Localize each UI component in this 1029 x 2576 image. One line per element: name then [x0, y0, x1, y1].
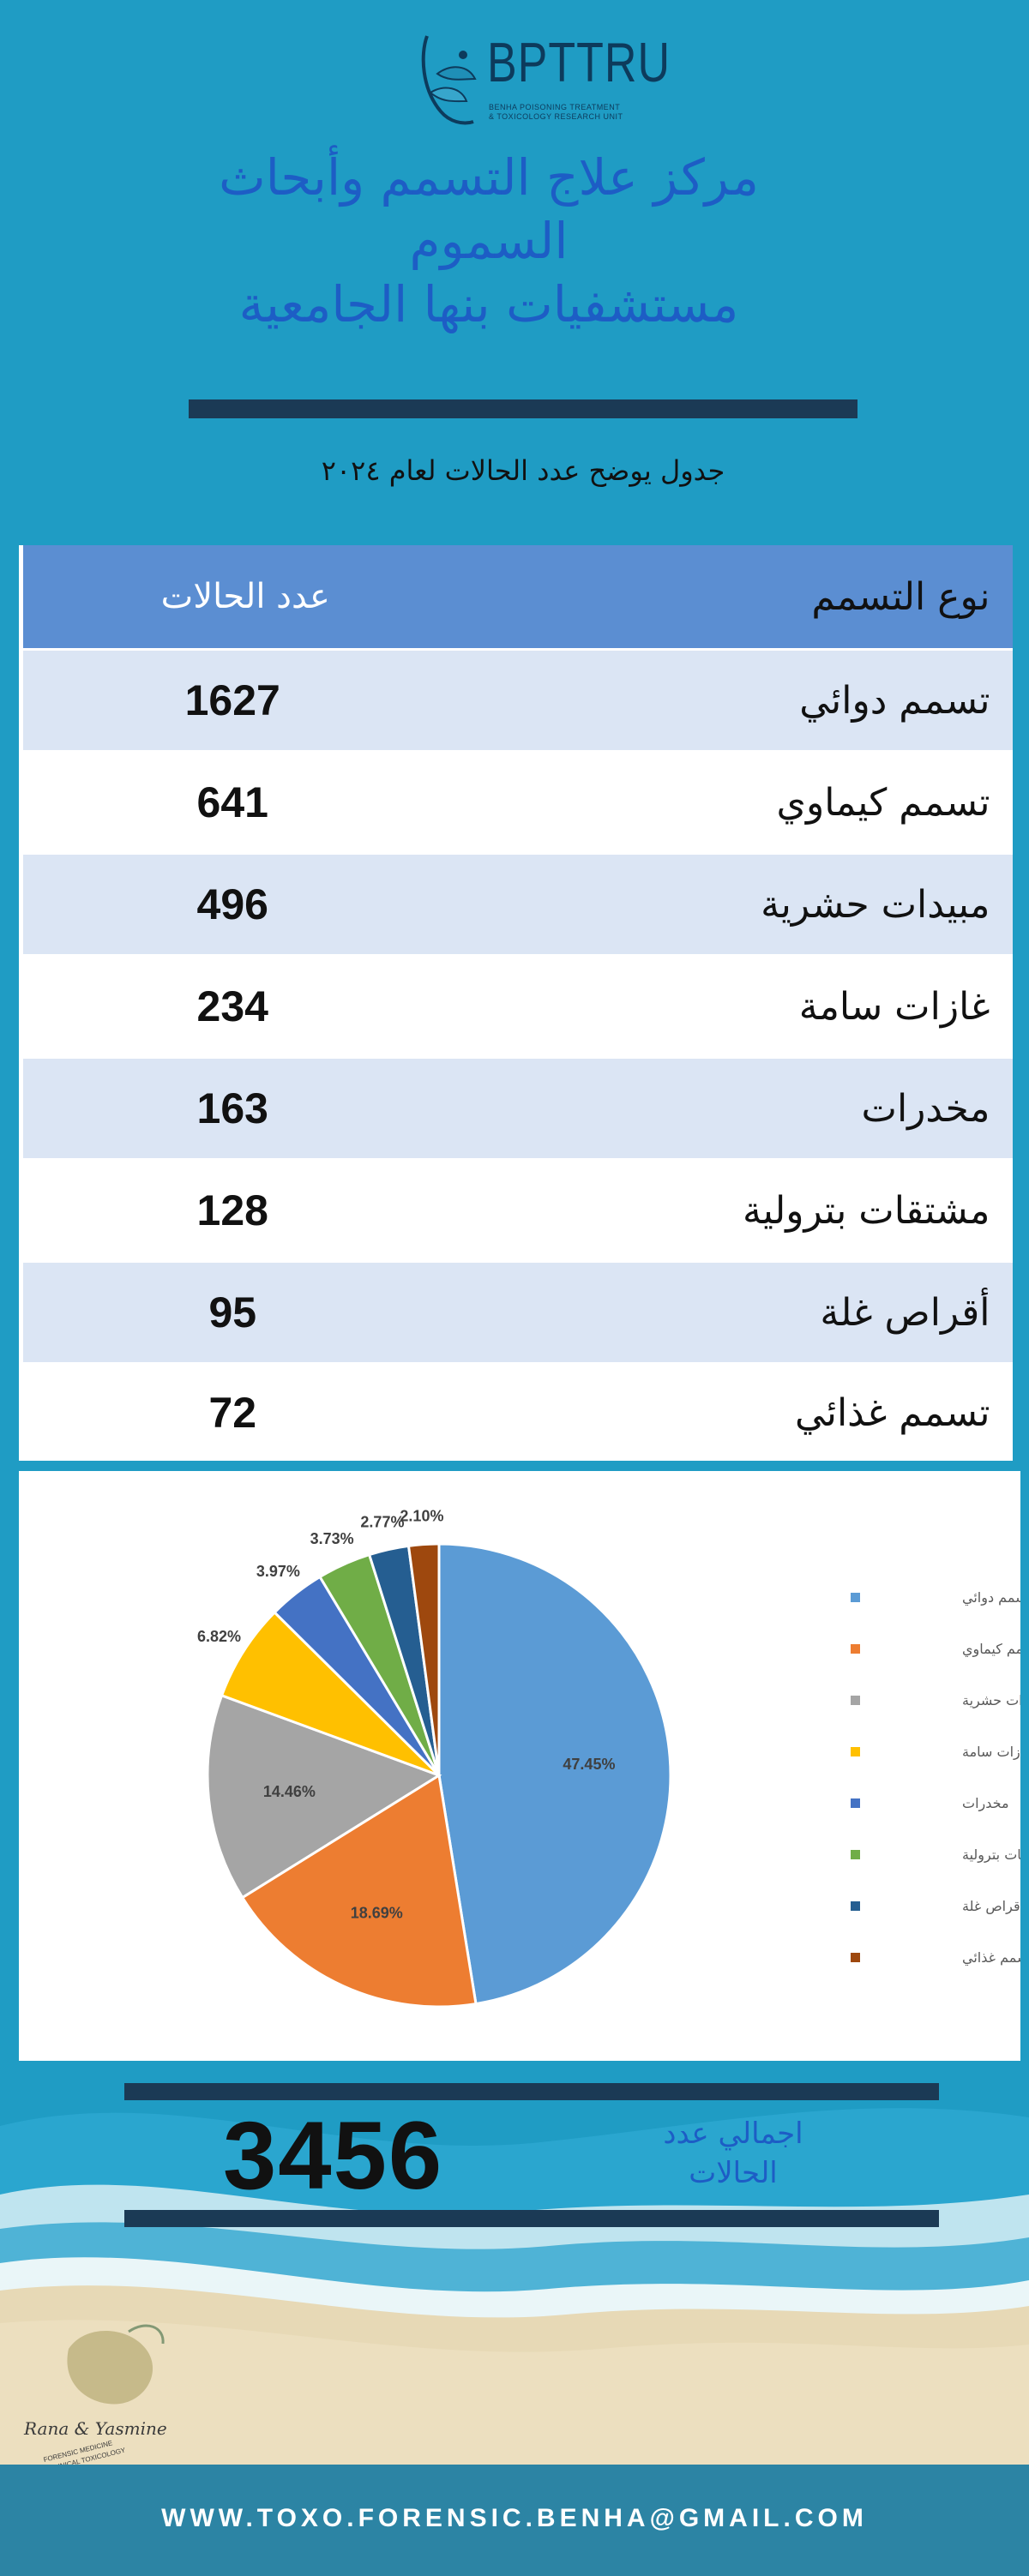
legend-swatch [851, 1901, 860, 1911]
col-header-type: نوع التسمم [569, 545, 1013, 650]
cell-type: تسمم دوائي [569, 648, 1013, 752]
pie-slice [220, 1610, 441, 1777]
legend-swatch [851, 1696, 860, 1705]
table-row: 163 مخدرات [19, 1056, 1013, 1160]
legend-label: غازات سامة [962, 1744, 1020, 1761]
cell-count: 1627 [19, 648, 570, 752]
slice-data-label: 2.10% [400, 1508, 443, 1525]
legend-swatch [851, 1644, 860, 1654]
cell-type: مبيدات حشرية [569, 852, 1013, 956]
signature-name: Rana & Yasmine [23, 2418, 167, 2439]
cell-count: 234 [19, 954, 570, 1058]
total-bottom-rule [124, 2210, 939, 2227]
total-label-line1: اجمالي عدد [663, 2117, 803, 2151]
cases-table: عدد الحالات نوع التسمم 1627 تسمم دوائي 6… [19, 545, 1013, 1461]
cell-count: 163 [19, 1056, 570, 1160]
pie-slice [240, 1773, 478, 2009]
brand-subtitle: BENHA POISONING TREATMENT & TOXICOLOGY R… [489, 103, 652, 122]
slice-data-label: 14.46% [263, 1783, 316, 1800]
pie-slice [406, 1542, 441, 1776]
total-section: 3456 اجمالي عدد الحالات [124, 2083, 939, 2227]
legend-swatch [851, 1953, 860, 1962]
table-row: 95 أقراص غلة [19, 1260, 1013, 1364]
title-line-2: السموم [409, 212, 569, 270]
total-cases-value: 3456 [223, 2102, 444, 2209]
legend-label: تسمم دوائي [962, 1589, 1020, 1606]
pie-chart: 47.45% 18.69% 14.46% 6.82% 3.97% 3.73% 2.77%2.… [197, 1508, 1020, 2009]
pie-slice [206, 1693, 442, 1900]
slice-data-label: 6.82% [197, 1628, 241, 1645]
brand-sub-line1: BENHA POISONING TREATMENT [489, 103, 621, 111]
legend-swatch [851, 1798, 860, 1808]
table-row: 496 مبيدات حشرية [19, 852, 1013, 956]
cell-type: تسمم كيماوي [569, 750, 1013, 854]
legend-label: مشتقات بترولية [962, 1846, 1020, 1864]
legend-label: تسمم كيماوي [962, 1641, 1020, 1658]
legend-swatch [851, 1593, 860, 1602]
table-row: 1627 تسمم دوائي [19, 648, 1013, 752]
cell-type: مشتقات بترولية [569, 1158, 1013, 1262]
table-header-row: عدد الحالات نوع التسمم [19, 545, 1013, 650]
cell-count: 95 [19, 1260, 570, 1364]
brand-name: BPTTRU [487, 32, 671, 94]
slice-data-label: 3.97% [256, 1563, 300, 1580]
slice-data-label: 47.45% [563, 1756, 615, 1773]
total-cases-label: اجمالي عدد الحالات [630, 2114, 836, 2193]
title-line-1: مركز علاج التسمم وأبحاث [219, 148, 759, 207]
cell-type: تسمم غذائي [569, 1362, 1013, 1461]
total-top-rule [124, 2083, 939, 2100]
slice-data-label: 18.69% [351, 1905, 403, 1922]
table-row: 128 مشتقات بترولية [19, 1158, 1013, 1262]
slice-data-label: 2.77% [360, 1513, 404, 1530]
cell-count: 72 [19, 1362, 570, 1461]
pie-chart-card: 47.45% 18.69% 14.46% 6.82% 3.97% 3.73% 2.77% 2.… [19, 1471, 1020, 2061]
page-title: مركز علاج التسمم وأبحاث السموم مستشفيات … [103, 146, 875, 336]
logo-mark-icon [421, 35, 477, 125]
cell-type: مخدرات [569, 1056, 1013, 1160]
table-row: 234 غازات سامة [19, 954, 1013, 1058]
legend-swatch [851, 1850, 860, 1859]
cell-type: غازات سامة [569, 954, 1013, 1058]
legend-label: تسمم غذائي [962, 1949, 1020, 1967]
title-divider [189, 399, 858, 418]
col-header-count: عدد الحالات [19, 545, 570, 650]
slice-data-label: 3.73% [310, 1530, 354, 1547]
total-label-line2: الحالات [689, 2156, 778, 2190]
brand-sub-line2: & TOXICOLOGY RESEARCH UNIT [489, 112, 623, 121]
table-caption: جدول يوضح عدد الحالات لعام ٢٠٢٤ [321, 454, 725, 487]
cell-count: 641 [19, 750, 570, 854]
signature-seal: Rana & Yasmine FORENSIC MEDICINE & CLINI… [23, 2324, 167, 2474]
legend-label: مخدرات [962, 1795, 1009, 1812]
pie-slice [437, 1542, 672, 2006]
legend-swatch [851, 1747, 860, 1756]
bpttru-logo: BPTTRU BENHA POISONING TREATMENT & TOXIC… [412, 24, 670, 144]
cell-type: أقراص غلة [569, 1260, 1013, 1364]
contact-email[interactable]: WWW.TOXO.FORENSIC.BENHA@GMAIL.COM [161, 2504, 868, 2532]
cell-count: 496 [19, 852, 570, 956]
legend-label: مبيدات حشرية [962, 1692, 1020, 1709]
cell-count: 128 [19, 1158, 570, 1262]
title-line-3: مستشفيات بنها الجامعية [238, 275, 739, 333]
legend-label: أقراص غلة [962, 1897, 1020, 1915]
table-row: 641 تسمم كيماوي [19, 750, 1013, 854]
table-row: 72 تسمم غذائي [19, 1362, 1013, 1461]
footer-bar: WWW.TOXO.FORENSIC.BENHA@GMAIL.COM [0, 2465, 1029, 2576]
